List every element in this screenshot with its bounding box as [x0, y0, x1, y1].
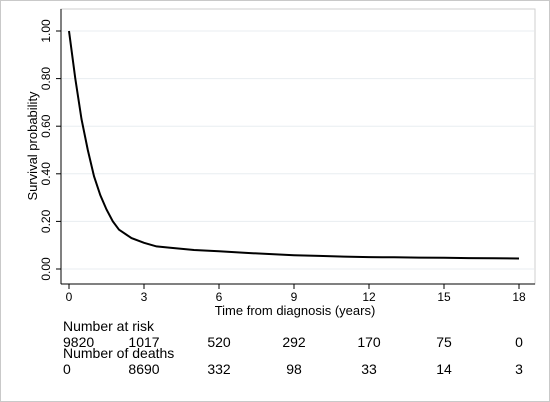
at-risk-label: Number at risk — [63, 318, 155, 334]
deaths-value: 3 — [515, 361, 523, 377]
at-risk-value: 292 — [282, 334, 306, 350]
y-tick-label: 0.60 — [39, 114, 53, 138]
x-tick-label: 9 — [291, 290, 298, 304]
y-tick-label: 0.80 — [39, 67, 53, 91]
deaths-value: 14 — [436, 361, 452, 377]
deaths-value: 8690 — [128, 361, 159, 377]
y-tick-label: 0.20 — [39, 209, 53, 233]
x-ticks: 0 3 6 9 12 15 18 — [66, 284, 526, 304]
survival-curve — [68, 30, 520, 260]
y-tick-label: 0.40 — [39, 162, 53, 186]
y-tick-label: 1.00 — [39, 19, 53, 43]
at-risk-row: 9820 1017 520 292 170 75 0 — [63, 334, 523, 350]
x-tick-label: 15 — [437, 290, 451, 304]
deaths-row: 0 8690 332 98 33 14 3 — [63, 361, 523, 377]
x-tick-label: 12 — [362, 290, 376, 304]
at-risk-value: 75 — [436, 334, 452, 350]
deaths-value: 98 — [286, 361, 302, 377]
x-tick-label: 3 — [141, 290, 148, 304]
at-risk-value: 9820 — [63, 334, 94, 350]
deaths-value: 0 — [63, 361, 71, 377]
at-risk-value: 0 — [515, 334, 523, 350]
y-axis-title: Survival probability — [25, 91, 40, 201]
deaths-label: Number of deaths — [63, 345, 174, 361]
deaths-value: 332 — [207, 361, 231, 377]
at-risk-value: 170 — [357, 334, 381, 350]
at-risk-value: 1017 — [128, 334, 159, 350]
x-tick-label: 6 — [216, 290, 223, 304]
grid-lines — [62, 30, 534, 270]
y-tick-label: 0.00 — [39, 257, 53, 281]
at-risk-value: 520 — [207, 334, 231, 350]
deaths-value: 33 — [361, 361, 377, 377]
plot-area — [60, 8, 536, 285]
x-tick-label: 18 — [512, 290, 526, 304]
x-axis-title: Time from diagnosis (years) — [215, 303, 376, 318]
y-ticks: 0.00 0.20 0.40 0.60 0.80 1.00 — [39, 19, 61, 281]
x-tick-label: 0 — [66, 290, 73, 304]
